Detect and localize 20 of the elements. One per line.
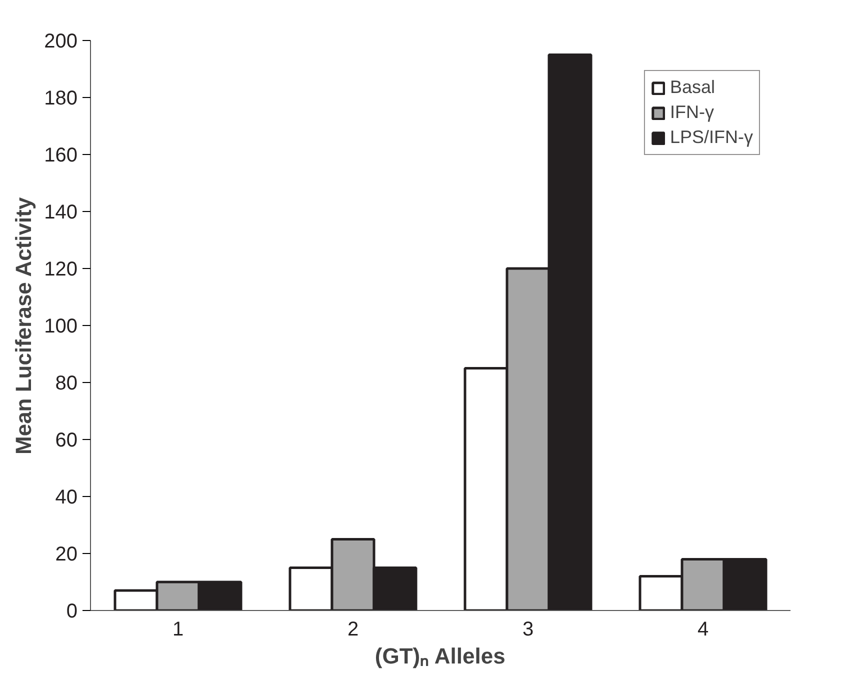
- y-tick-label: 20: [55, 544, 78, 566]
- legend-label: IFN-γ: [670, 102, 714, 123]
- x-axis-title: (GT)ₙ Alleles: [374, 644, 506, 668]
- y-tick-label: 0: [66, 600, 78, 622]
- legend-label: LPS/IFN-γ: [670, 127, 753, 148]
- legend-label: Basal: [670, 77, 716, 98]
- y-tick-label: 60: [55, 430, 78, 452]
- x-tick-label: 2: [347, 618, 359, 640]
- x-tick-label: 3: [522, 618, 534, 640]
- y-tick-label: 200: [44, 30, 78, 52]
- x-tick-label: 1: [172, 618, 184, 640]
- y-tick-label: 160: [44, 144, 78, 166]
- y-tick-label: 40: [55, 486, 78, 508]
- y-axis-title: Mean Luciferase Activity: [11, 196, 36, 454]
- y-tick-label: 180: [44, 88, 78, 110]
- y-tick-label: 80: [55, 372, 78, 394]
- y-tick-label: 140: [44, 202, 78, 224]
- x-tick-label: 4: [697, 618, 709, 640]
- y-tick-label: 100: [44, 316, 78, 338]
- y-tick-label: 120: [44, 258, 78, 280]
